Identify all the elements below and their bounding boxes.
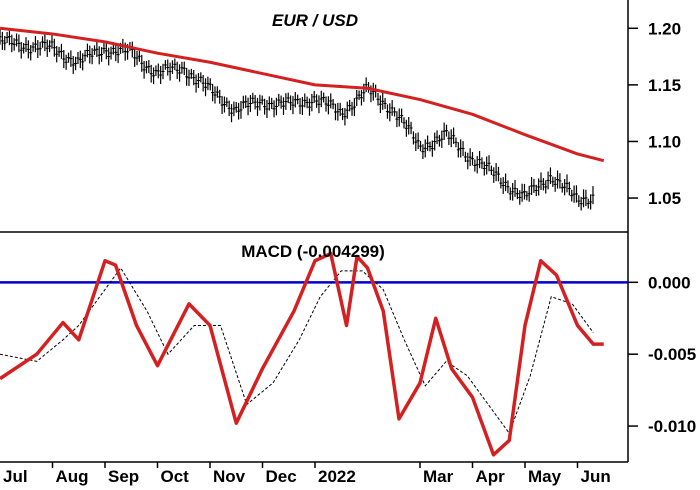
macd-line [0, 251, 604, 457]
price-y-tick-label: 1.20 [648, 19, 681, 38]
x-tick-label: Aug [56, 467, 89, 486]
x-tick-label: Jun [581, 467, 611, 486]
price-y-tick-label: 1.10 [648, 132, 681, 151]
macd-y-tick-label: 0.000 [648, 273, 691, 292]
macd-y-tick-label: -0.010 [648, 417, 696, 436]
price-chart-title: EUR / USD [272, 11, 358, 30]
price-y-tick-label: 1.15 [648, 76, 681, 95]
x-tick-label: May [528, 467, 562, 486]
x-tick-label: Apr [476, 467, 506, 486]
macd-chart-title: MACD (-0.004299) [241, 242, 385, 261]
x-tick-label: Nov [213, 467, 246, 486]
macd-signal-line [0, 267, 594, 435]
x-tick-label: Sep [108, 467, 139, 486]
x-tick-label: 2022 [318, 467, 356, 486]
moving-average-line [0, 26, 605, 163]
x-axis: Jul Aug Sep Oct Nov Dec 2022 Mar Apr May Jun [3, 462, 611, 486]
price-panel: 1.20 1.15 1.10 1.05 [0, 19, 681, 211]
x-tick-label: Jul [3, 467, 28, 486]
x-tick-label: Mar [423, 467, 454, 486]
x-tick-label: Oct [161, 467, 190, 486]
macd-y-tick-label: -0.005 [648, 345, 696, 364]
macd-panel: 0.000 -0.005 -0.010 [0, 251, 696, 457]
price-y-tick-label: 1.05 [648, 189, 681, 208]
x-tick-label: Dec [266, 467, 297, 486]
